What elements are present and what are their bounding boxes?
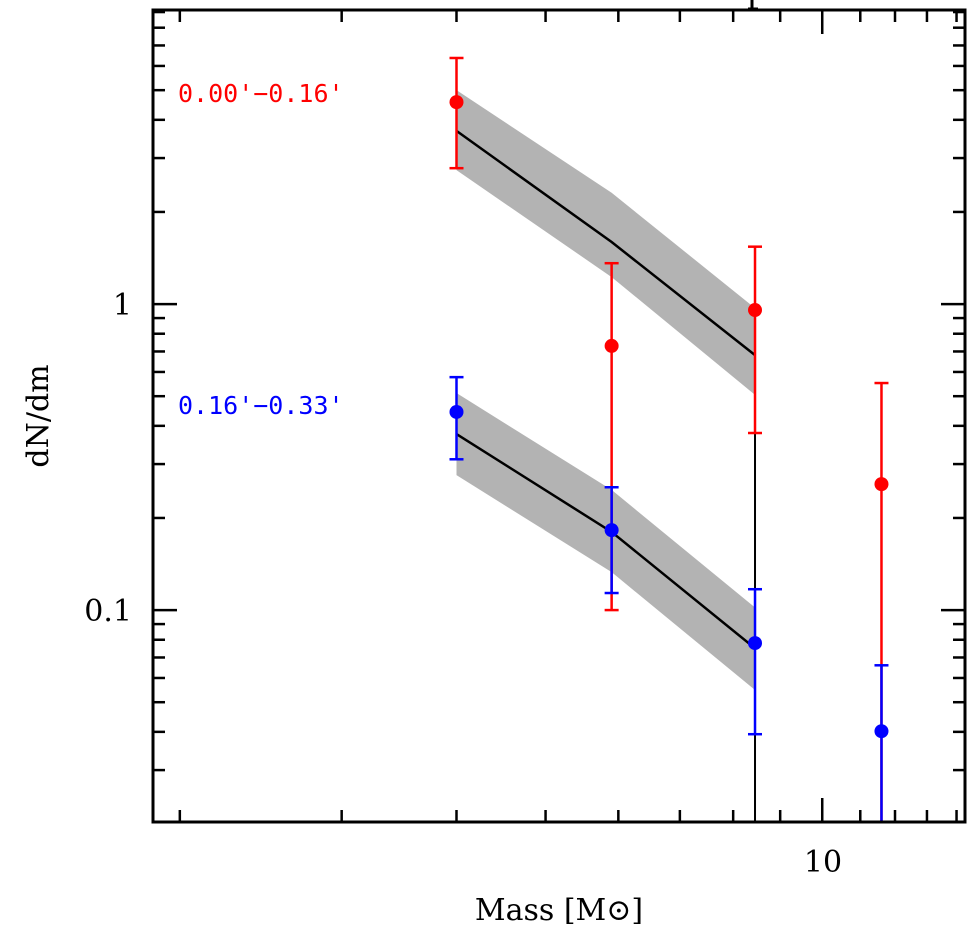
- series-label-red: 0.00'−0.16': [178, 79, 344, 108]
- plot-frame: [151, 8, 967, 824]
- y-tick-label-1: 1: [113, 288, 132, 323]
- x-axis-title: Mass [M⊙]: [475, 893, 643, 928]
- data-point-0-2: [748, 303, 763, 318]
- model-band-1: [456, 393, 756, 691]
- x-tick-label-10: 10: [804, 845, 842, 880]
- axis-ticks: [153, 10, 965, 822]
- model-bands: [455, 90, 756, 691]
- data-points: [449, 95, 889, 739]
- data-point-1-1: [604, 523, 619, 538]
- data-point-1-0: [449, 404, 464, 419]
- data-point-1-3: [874, 724, 889, 739]
- model-band-0: [456, 90, 756, 395]
- model-line-0: [455, 129, 756, 357]
- data-point-0-0: [449, 95, 464, 110]
- data-point-1-2: [748, 636, 763, 651]
- data-point-0-1: [604, 338, 619, 353]
- error-bars: [449, 56, 889, 822]
- data-point-0-3: [874, 477, 889, 492]
- series-label-blue: 0.16'−0.33': [178, 391, 344, 420]
- y-axis-title: dN/dm: [21, 364, 56, 467]
- y-tick-label-0.1: 0.1: [84, 594, 132, 629]
- cut-off-title-glyph: [748, 0, 758, 11]
